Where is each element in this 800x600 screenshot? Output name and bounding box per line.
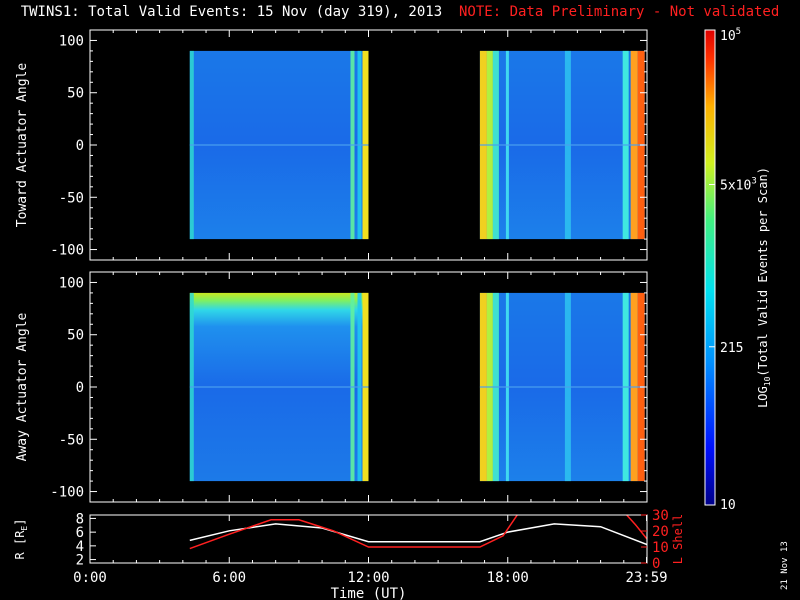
y-right-tick-label: 20 <box>652 524 669 540</box>
colorbar-label-rest: (Total Valid Events per Scan) <box>756 167 770 377</box>
y-tick-label: 100 <box>59 275 84 291</box>
y-tick-label: 50 <box>67 328 84 344</box>
colorbar-tick-value: 5x10 <box>720 178 751 193</box>
chart-title: TWINS1: Total Valid Events: 15 Nov (day … <box>0 4 800 20</box>
x-tick-label: 0:00 <box>73 570 107 586</box>
x-tick-label: 6:00 <box>212 570 246 586</box>
panel-toward: -100 -50 0 50 100 Toward Actuator Angle <box>15 29 648 261</box>
y-tick-label: 0 <box>76 380 84 396</box>
footer-date: 21 Nov 13 <box>780 541 790 590</box>
y-axis-label-main: R [R <box>13 530 27 560</box>
series-line-r <box>189 523 647 546</box>
y-tick-label: 6 <box>76 525 84 541</box>
colorbar-tick-value: 10 <box>720 498 736 513</box>
x-tick-label: 18:00 <box>487 570 529 586</box>
x-axis-label: Time (UT) <box>331 586 407 600</box>
y-tick-label: -50 <box>59 190 84 206</box>
y-tick-label: -100 <box>50 485 84 501</box>
y-tick-label: -50 <box>59 432 84 448</box>
panel-away: -100 -50 0 50 100 Away Actuator Angle <box>15 271 648 503</box>
y-right-tick-label: 30 <box>652 508 669 524</box>
y-right-axis-label: L Shell <box>671 514 685 565</box>
y-axis-label: Away Actuator Angle <box>15 312 30 461</box>
title-note: NOTE: Data Preliminary - Not validated <box>459 4 780 20</box>
y-right-tick-label: 0 <box>652 556 660 572</box>
y-tick-label: 2 <box>76 553 84 569</box>
y-tick-label: 4 <box>76 539 84 555</box>
colorbar-label-sub: 10 <box>763 376 772 386</box>
colorbar-gradient <box>705 30 715 505</box>
y-tick-label: 0 <box>76 138 84 154</box>
colorbar-tick-label: 5x103 <box>720 176 757 193</box>
colorbar-tick-label: 215 <box>720 341 743 356</box>
colorbar-tick-value: 10 <box>720 29 736 44</box>
colorbar-tick-value: 215 <box>720 341 743 356</box>
colorbar-tick-label: 10 <box>720 498 736 513</box>
y-axis-label-sub: E <box>20 526 29 531</box>
y-axis-label: Toward Actuator Angle <box>15 63 30 228</box>
series-line-lshell <box>189 515 647 550</box>
panel-frame <box>89 514 648 564</box>
y-tick-label: 100 <box>59 33 84 49</box>
colorbar-tick-exponent: 5 <box>736 27 741 37</box>
x-tick-label: 23:59 <box>625 570 667 586</box>
colorbar-tick-exponent: 3 <box>751 176 756 186</box>
x-tick-label: 12:00 <box>347 570 389 586</box>
y-tick-label: 8 <box>76 511 84 527</box>
y-axis-label-end: ] <box>13 519 27 526</box>
colorbar-label-main: LOG <box>756 386 770 408</box>
y-tick-label: 50 <box>67 86 84 102</box>
y-right-tick-label: 10 <box>652 540 669 556</box>
colorbar-tick-label: 105 <box>720 27 741 44</box>
colorbar-label: LOG10(Total Valid Events per Scan) <box>756 167 772 408</box>
y-axis-label: R [RE] <box>13 519 29 560</box>
y-tick-label: -100 <box>50 243 84 259</box>
title-main: TWINS1: Total Valid Events: 15 Nov (day … <box>20 4 443 20</box>
